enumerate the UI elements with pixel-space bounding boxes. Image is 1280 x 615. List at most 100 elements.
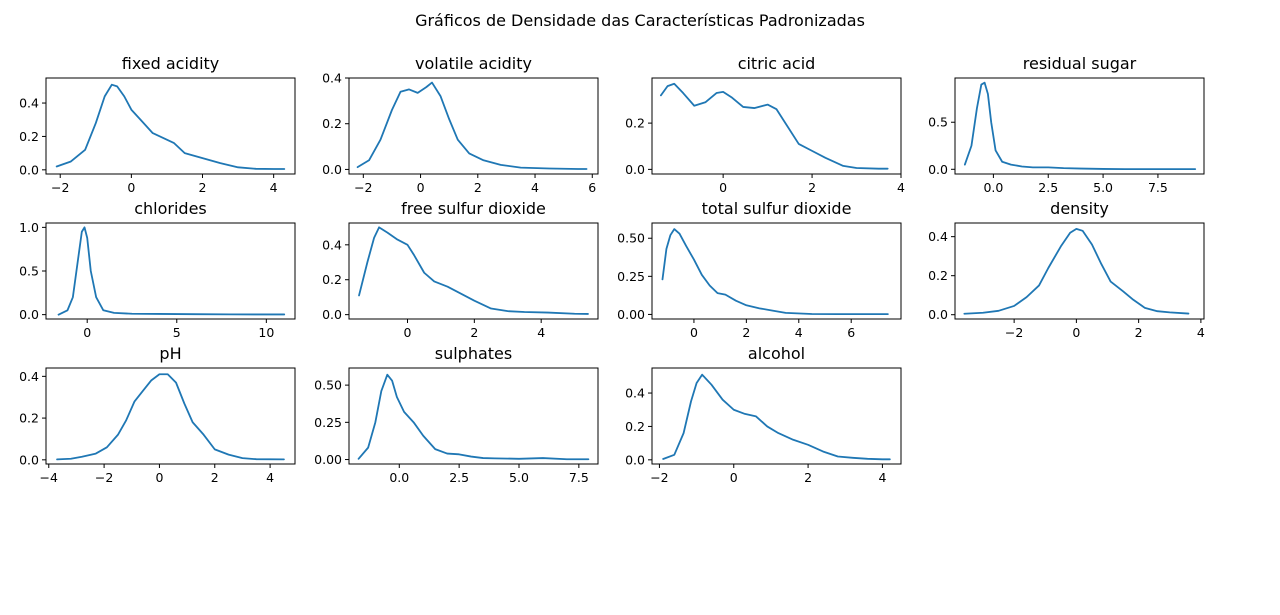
y-tick-label: 0.2 <box>928 268 948 283</box>
x-tick-label: 2 <box>211 470 219 485</box>
subplot-title: chlorides <box>134 199 207 218</box>
subplot-title: citric acid <box>738 54 816 73</box>
x-tick-label: 0.0 <box>983 180 1003 195</box>
y-tick-label: 0.0 <box>928 307 948 322</box>
y-tick-label: 0.4 <box>928 229 948 244</box>
x-tick-label: −2 <box>1005 325 1023 340</box>
y-tick-label: 0.0 <box>19 307 39 322</box>
x-tick-label: 4 <box>531 180 539 195</box>
subplot-title: fixed acidity <box>122 54 220 73</box>
x-tick-label: 0 <box>127 180 135 195</box>
x-tick-label: 4 <box>1197 325 1205 340</box>
x-tick-label: 0 <box>417 180 425 195</box>
x-tick-label: 0 <box>730 470 738 485</box>
subplot-title: pH <box>159 344 181 363</box>
x-tick-label: 4 <box>878 470 886 485</box>
subplot-title: free sulfur dioxide <box>401 199 546 218</box>
y-tick-label: 0.50 <box>314 378 342 393</box>
y-tick-label: 0.4 <box>19 369 39 384</box>
x-tick-label: 0 <box>719 180 727 195</box>
axes-frame <box>348 77 599 175</box>
x-tick-label: 2.5 <box>449 470 469 485</box>
x-tick-label: 10 <box>258 325 274 340</box>
y-tick-label: 0.50 <box>617 231 645 246</box>
y-tick-label: 0.0 <box>322 162 342 177</box>
density-curve-chlorides <box>57 226 286 316</box>
figure-title: Gráficos de Densidade das Característica… <box>415 11 865 30</box>
axes-frame <box>954 77 1205 175</box>
y-tick-label: 0.4 <box>322 71 342 86</box>
x-tick-label: 7.5 <box>1148 180 1168 195</box>
axes-frame <box>45 77 296 175</box>
axes-frame <box>348 222 599 320</box>
density-curve-fixed-acidity <box>55 83 286 170</box>
x-tick-label: −2 <box>354 180 372 195</box>
y-tick-label: 0.0 <box>625 452 645 467</box>
subplot-chlorides: chlorides 0 5 10 0.0 0.5 1.0 <box>19 199 296 340</box>
x-tick-label: 5.0 <box>509 470 529 485</box>
y-tick-label: 0.5 <box>928 115 948 130</box>
density-curve-alcohol <box>662 373 891 461</box>
density-curve-total-sulfur-dioxide <box>661 228 889 316</box>
subplot-title: total sulfur dioxide <box>702 199 852 218</box>
x-tick-label: 2 <box>808 180 816 195</box>
x-tick-label: 2 <box>1135 325 1143 340</box>
y-tick-label: 0.0 <box>19 452 39 467</box>
axes-frame <box>45 367 296 465</box>
y-tick-label: 0.4 <box>322 237 342 252</box>
subplot-sulphates: sulphates 0.0 2.5 5.0 7.5 0.00 0.25 0.50 <box>314 344 599 485</box>
y-tick-label: 0.0 <box>928 162 948 177</box>
y-tick-label: 0.25 <box>617 269 645 284</box>
y-tick-label: 0.2 <box>625 116 645 131</box>
x-tick-label: 2 <box>470 325 478 340</box>
y-tick-label: 0.2 <box>625 419 645 434</box>
axes-frame <box>348 367 599 465</box>
density-curve-residual-sugar <box>963 81 1197 171</box>
subplot-alcohol: alcohol −2 0 2 4 0.0 0.2 0.4 <box>625 344 902 485</box>
density-curve-ph <box>56 373 285 461</box>
y-tick-label: 0.2 <box>322 272 342 287</box>
x-tick-label: 0 <box>155 470 163 485</box>
y-tick-label: 0.25 <box>314 415 342 430</box>
axes-frame <box>651 77 902 175</box>
subplot-density: density −2 0 2 4 0.0 0.2 0.4 <box>928 199 1205 340</box>
x-tick-label: 4 <box>795 325 803 340</box>
x-tick-label: 2 <box>474 180 482 195</box>
subplot-title: alcohol <box>748 344 805 363</box>
x-tick-label: 0.0 <box>389 470 409 485</box>
x-tick-label: 5 <box>173 325 181 340</box>
subplot-title: volatile acidity <box>415 54 532 73</box>
density-curve-density <box>963 227 1190 315</box>
axes-frame <box>954 222 1205 320</box>
subplot-residual-sugar: residual sugar 0.0 2.5 5.0 7.5 0.0 0.5 <box>928 54 1205 195</box>
subplot-total-sulfur-dioxide: total sulfur dioxide 0 2 4 6 0.00 0.25 0.50 <box>617 199 902 340</box>
x-tick-label: 2 <box>742 325 750 340</box>
axes-frame <box>651 222 902 320</box>
x-tick-label: 5.0 <box>1093 180 1113 195</box>
x-tick-label: 4 <box>897 180 905 195</box>
x-tick-label: 4 <box>270 180 278 195</box>
subplot-fixed-acidity: fixed acidity −2 0 2 4 0.0 0.2 0.4 <box>19 54 296 195</box>
subplot-ph: pH −4 −2 0 2 4 0.0 0.2 0.4 <box>19 344 296 485</box>
y-tick-label: 0.4 <box>625 386 645 401</box>
x-tick-label: 6 <box>847 325 855 340</box>
subplot-title: sulphates <box>435 344 512 363</box>
y-tick-label: 0.00 <box>617 307 645 322</box>
x-tick-label: −4 <box>40 470 58 485</box>
x-tick-label: 4 <box>537 325 545 340</box>
subplot-title: density <box>1050 199 1109 218</box>
subplot-title: residual sugar <box>1023 54 1137 73</box>
subplot-free-sulfur-dioxide: free sulfur dioxide 0 2 4 0.0 0.2 0.4 <box>322 199 599 340</box>
y-tick-label: 0.00 <box>314 452 342 467</box>
subplot-grid: fixed acidity −2 0 2 4 0.0 0.2 0.4 volatile acid… <box>19 54 1205 485</box>
subplot-volatile-acidity: volatile acidity −2 0 2 4 6 0.0 0.2 0.4 <box>322 54 599 195</box>
y-tick-label: 0.5 <box>19 264 39 279</box>
axes-frame <box>45 222 296 320</box>
axes-frame <box>651 367 902 465</box>
y-tick-label: 1.0 <box>19 220 39 235</box>
subplot-citric-acid: citric acid 0 2 4 0.0 0.2 <box>625 54 905 195</box>
density-curve-free-sulfur-dioxide <box>358 226 589 315</box>
y-tick-label: 0.2 <box>19 411 39 426</box>
y-tick-label: 0.0 <box>322 307 342 322</box>
